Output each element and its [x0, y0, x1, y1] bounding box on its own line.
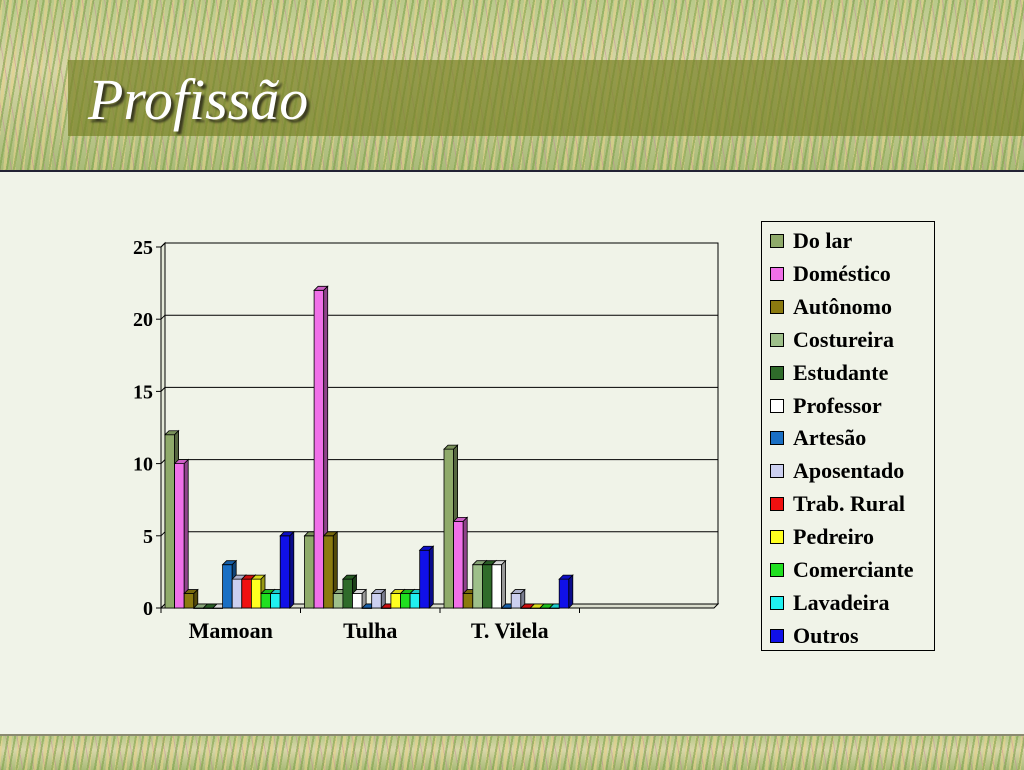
bottom-banner	[0, 734, 1024, 770]
legend-label: Estudante	[793, 359, 889, 385]
bar	[462, 593, 474, 609]
bar	[400, 593, 411, 609]
bar	[183, 593, 195, 609]
legend-item: Professor	[770, 393, 882, 419]
chart-legend: Do lar Doméstico Autônomo Costureira Estudan…	[761, 221, 935, 651]
legend-item: Pedreiro	[770, 524, 874, 550]
legend-item: Artesão	[770, 425, 866, 451]
legend-label: Artesão	[793, 425, 867, 451]
bar-side	[428, 545, 434, 609]
legend-swatch	[770, 266, 784, 281]
legend-item: Trab. Rural	[770, 491, 905, 517]
legend-label: Lavadeira	[793, 589, 890, 615]
legend-swatch	[770, 234, 784, 248]
legend-item: Lavadeira	[770, 590, 890, 616]
x-category-label: Mamoan	[189, 618, 273, 643]
legend-swatch	[770, 563, 784, 577]
legend-swatch	[770, 332, 784, 347]
bar-side	[568, 574, 574, 609]
gridline-depth	[160, 459, 166, 464]
plot-side-wall	[160, 241, 166, 610]
bar	[472, 564, 483, 609]
y-tick-label: 25	[133, 237, 153, 259]
title-bar	[68, 60, 1024, 136]
legend-item: Do lar	[770, 228, 852, 254]
bar	[491, 564, 503, 609]
y-tick-label: 0	[143, 598, 153, 620]
plot-back-wall	[164, 242, 719, 605]
bar-side	[289, 530, 295, 609]
legend-label: Trab. Rural	[793, 491, 906, 517]
legend-swatch	[770, 497, 784, 512]
y-tick-label: 10	[133, 454, 153, 476]
bar	[241, 578, 252, 609]
bar	[371, 593, 382, 609]
gridline-depth	[160, 531, 166, 537]
legend-swatch	[770, 530, 784, 545]
legend-label: Aposentado	[793, 458, 905, 484]
gridline-depth	[160, 387, 166, 392]
legend-swatch	[770, 398, 784, 413]
bar	[510, 593, 522, 609]
x-category-label: T. Vilela	[471, 618, 549, 643]
bar	[323, 535, 334, 609]
legend-label: Do lar	[793, 228, 853, 253]
bar	[419, 549, 430, 609]
legend-item: Aposentado	[770, 458, 904, 484]
bar	[231, 578, 243, 609]
bar	[174, 463, 185, 609]
bar	[164, 434, 176, 609]
y-tick-label: 5	[143, 526, 153, 548]
legend-swatch	[770, 431, 784, 446]
bar	[250, 578, 262, 609]
legend-label: Doméstico	[793, 260, 891, 286]
legend-item: Comerciante	[770, 557, 914, 583]
y-tick-label: 20	[133, 309, 153, 331]
bar	[352, 593, 363, 609]
bar	[558, 578, 570, 609]
legend-label: Comerciante	[793, 557, 914, 582]
bar	[481, 564, 493, 609]
legend-label: Pedreiro	[793, 524, 875, 550]
y-tick-label: 15	[133, 381, 153, 403]
legend-item: Costureira	[770, 327, 894, 353]
legend-swatch	[770, 595, 784, 610]
legend-label: Outros	[793, 622, 859, 648]
bar	[313, 289, 325, 609]
bar	[270, 593, 281, 609]
legend-swatch	[770, 628, 784, 643]
legend-label: Costureira	[793, 326, 895, 352]
bar	[409, 593, 421, 609]
bar-side	[501, 559, 507, 609]
x-category-label: Tulha	[343, 618, 397, 643]
legend-item: Autônomo	[770, 294, 892, 320]
legend-swatch	[770, 299, 784, 314]
legend-label: Autônomo	[793, 293, 893, 319]
page-title: Profissão	[88, 67, 309, 132]
legend-item: Doméstico	[770, 261, 891, 287]
legend-item: Estudante	[770, 360, 888, 386]
bar	[332, 593, 344, 609]
legend-label: Professor	[793, 392, 882, 418]
bar	[390, 593, 401, 609]
bar	[304, 535, 315, 609]
bar	[222, 564, 233, 609]
bar	[279, 535, 291, 609]
bar	[260, 593, 272, 609]
gridline-depth	[160, 242, 166, 248]
legend-item: Outros	[770, 623, 859, 649]
legend-swatch	[770, 365, 784, 380]
legend-swatch	[770, 464, 784, 479]
bar	[453, 520, 464, 609]
bar	[342, 578, 353, 609]
gridline-depth	[160, 314, 166, 320]
bar	[443, 448, 455, 609]
bar-side	[183, 458, 189, 609]
